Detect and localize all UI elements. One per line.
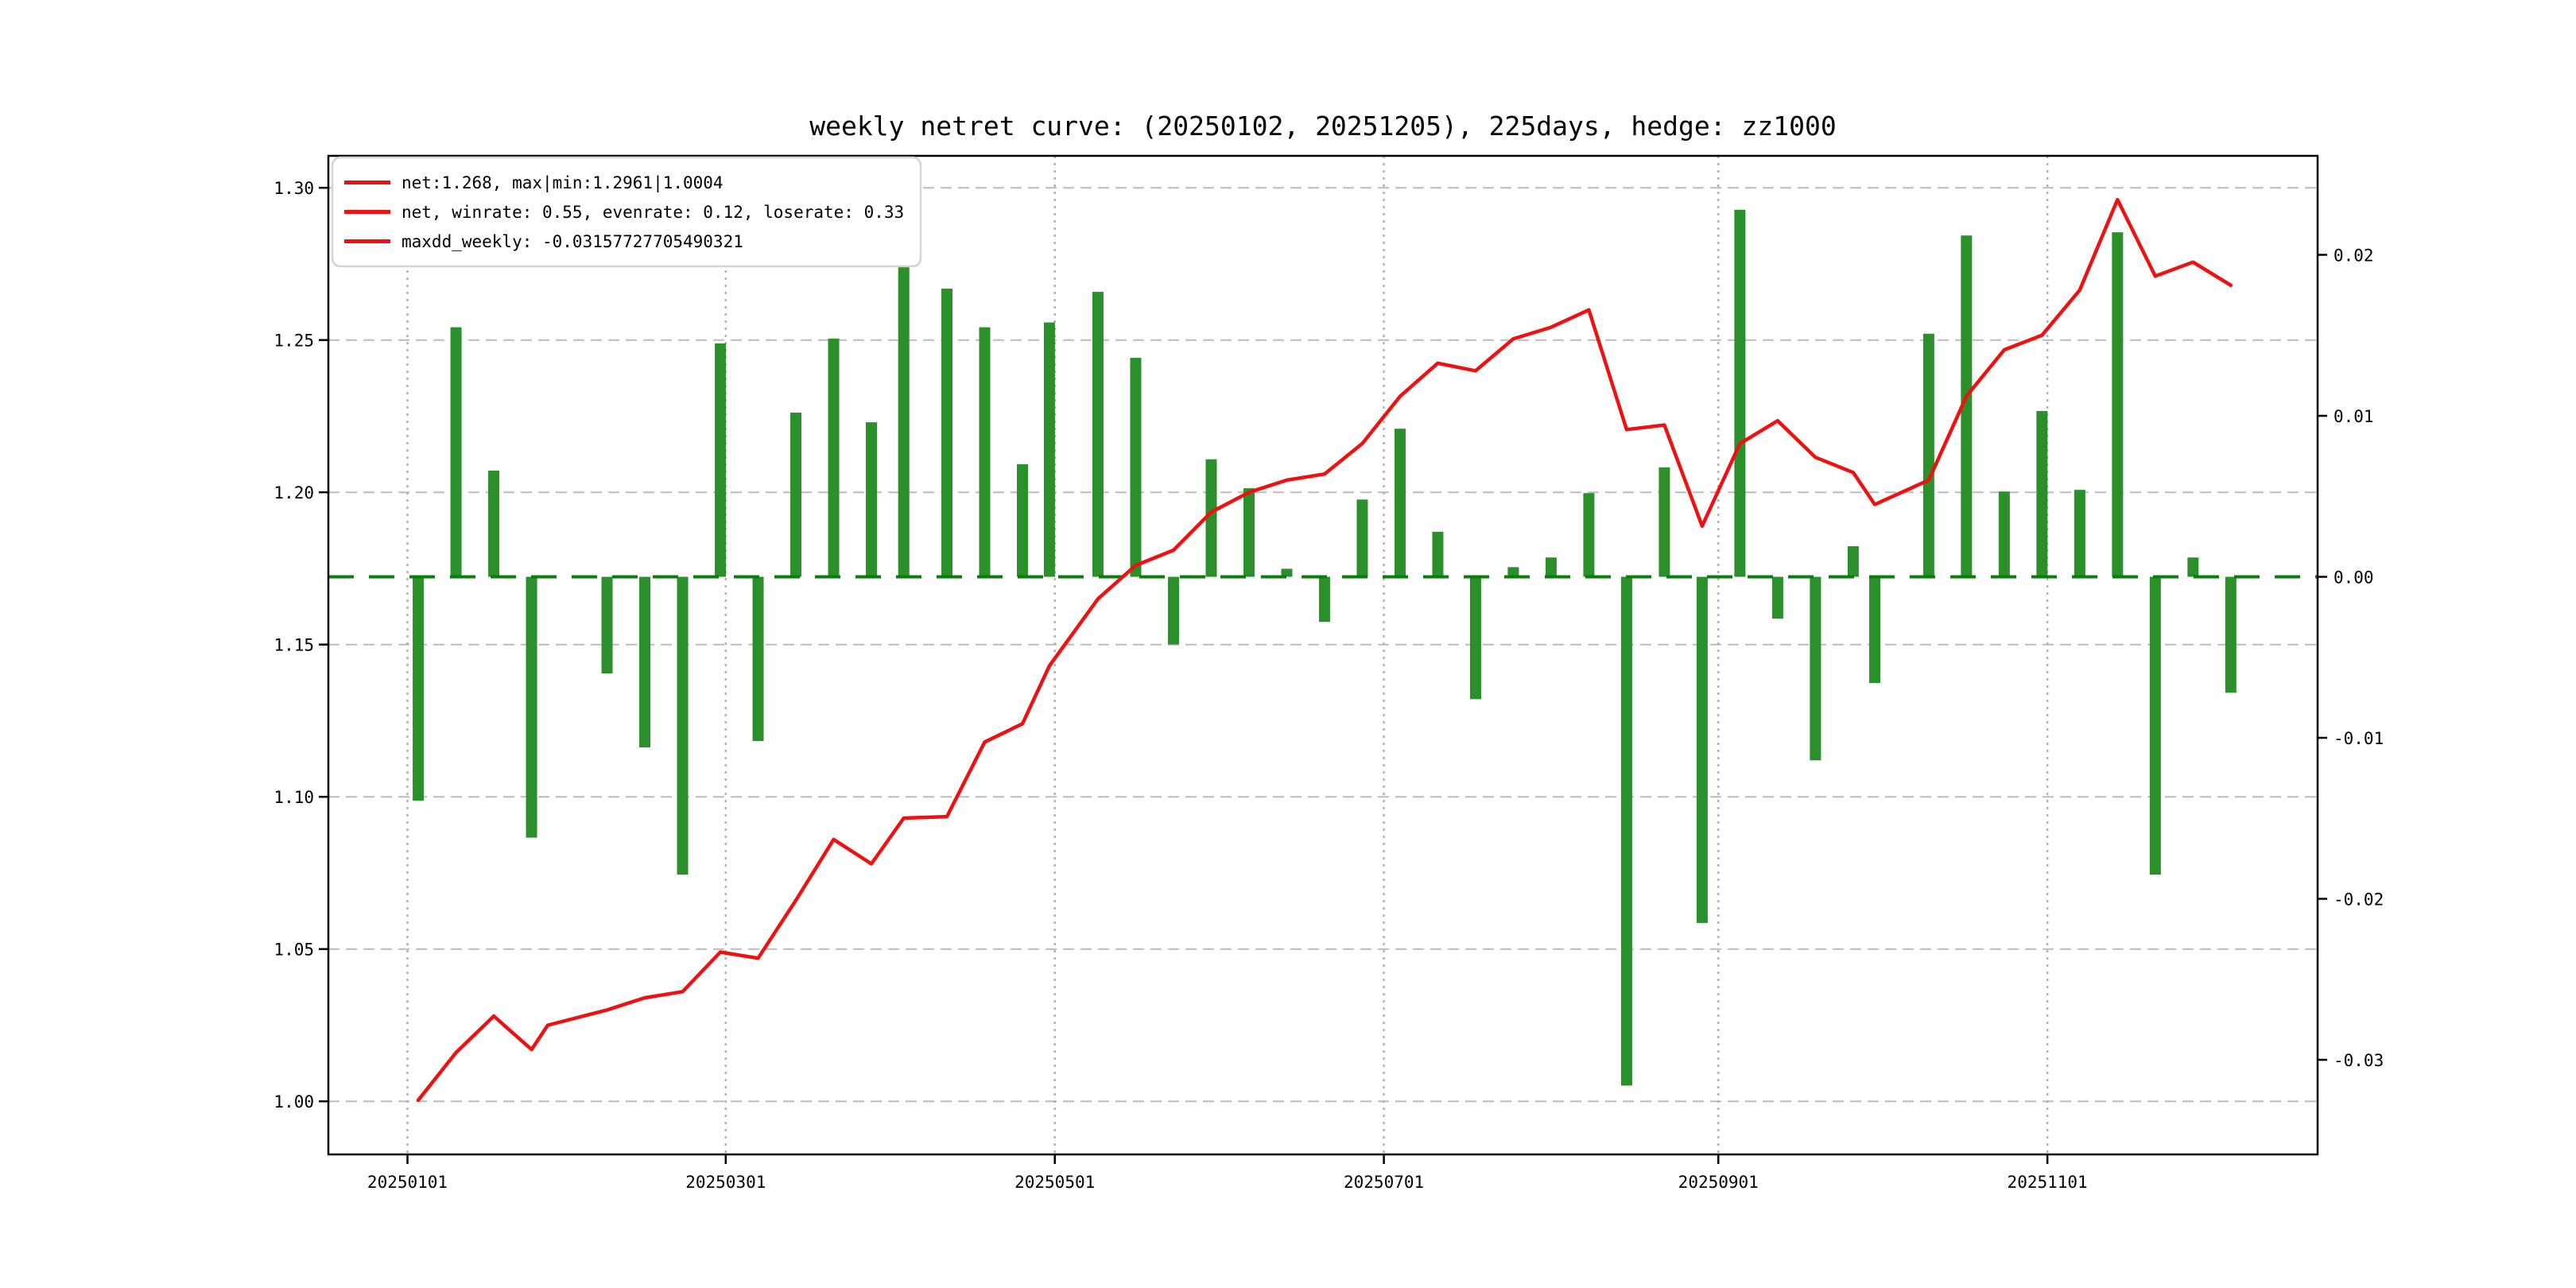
weekly-return-bar [715, 343, 727, 577]
weekly-return-bar [2149, 576, 2161, 875]
net-curve [416, 197, 2233, 1102]
weekly-return-bar [1318, 576, 1330, 623]
x-tick-label: 20250501 [1014, 1173, 1095, 1192]
x-tick-label: 20250901 [1678, 1173, 1759, 1192]
weekly-return-bar [1356, 499, 1368, 577]
legend-label-net: net:1.268, max|min:1.2961|1.0004 [402, 173, 724, 193]
right-tick-label: 0.01 [2334, 407, 2374, 426]
frame-layer [327, 154, 2319, 1156]
weekly-return-bar [1922, 333, 1934, 577]
weekly-return-bar [866, 422, 878, 577]
weekly-return-bar [1243, 488, 1255, 577]
tick-labels-layer: 1.00 1.05 1.10 1.15 1.20 1.25 1.30 0.02 0.01 0.00… [274, 179, 2384, 1192]
weekly-return-bar [1734, 209, 1746, 577]
legend-label-winrate: net, winrate: 0.55, evenrate: 0.12, lose… [402, 203, 904, 222]
left-tick-label: 1.10 [274, 788, 314, 807]
weekly-return-bar [941, 289, 952, 577]
left-tick-label: 1.00 [274, 1092, 314, 1111]
x-tick-label: 20251101 [2008, 1173, 2088, 1192]
bars-layer [413, 209, 2237, 1086]
weekly-return-bar [413, 576, 425, 801]
grid-layer [328, 156, 2318, 1154]
weekly-return-bar [1620, 576, 1632, 1086]
weekly-return-bar [2225, 576, 2237, 693]
x-tick-label: 20250301 [685, 1173, 766, 1192]
legend: net:1.268, max|min:1.2961|1.0004 net, wi… [331, 156, 922, 268]
right-tick-label: 0.00 [2334, 568, 2374, 588]
weekly-return-bar [1281, 568, 1293, 577]
right-tick-label: -0.01 [2334, 729, 2384, 748]
weekly-return-bar [1658, 467, 1670, 577]
chart-title: weekly netret curve: (20250102, 20251205… [809, 111, 1836, 142]
legend-label-maxdd: maxdd_weekly: -0.03157727705490321 [402, 232, 743, 251]
left-tick-label: 1.25 [274, 332, 314, 351]
weekly-return-bar [1469, 576, 1481, 700]
legend-box [331, 156, 922, 268]
weekly-return-bar [1961, 235, 1973, 577]
weekly-return-bar [488, 470, 500, 577]
weekly-return-bar [1847, 546, 1859, 577]
weekly-return-bar [1869, 576, 1881, 684]
weekly-return-bar [1092, 292, 1104, 577]
weekly-return-bar [450, 327, 462, 577]
weekly-return-bar [2074, 490, 2085, 577]
left-tick-label: 1.30 [274, 179, 314, 198]
weekly-return-bar [1130, 358, 1142, 577]
weekly-return-bar [752, 576, 764, 742]
right-tick-label: -0.02 [2334, 890, 2384, 910]
weekly-return-bar [1545, 557, 1557, 577]
weekly-return-bar [677, 576, 689, 875]
right-tick-label: 0.02 [2334, 246, 2374, 266]
weekly-return-bar [1167, 576, 1179, 645]
weekly-return-bar [1998, 491, 2010, 577]
weekly-return-bar [2187, 557, 2199, 577]
weekly-return-bar [2112, 232, 2124, 577]
x-tick-label: 20250701 [1344, 1173, 1424, 1192]
left-tick-label: 1.15 [274, 636, 314, 655]
left-tick-label: 1.05 [274, 941, 314, 960]
weekly-return-bar [1432, 531, 1444, 577]
weekly-return-bar [1043, 322, 1055, 577]
x-tick-label: 20250101 [367, 1173, 448, 1192]
weekly-return-bar [526, 576, 537, 838]
ticks-layer [319, 186, 2327, 1164]
weekly-return-bar [1696, 576, 1708, 923]
plot-frame [327, 154, 2319, 1156]
weekly-return-bar [1016, 464, 1028, 577]
weekly-return-bar [1394, 429, 1406, 577]
weekly-return-bar [1583, 493, 1595, 577]
net-line-layer [416, 197, 2233, 1102]
weekly-return-bar [790, 412, 802, 577]
weekly-return-bar [1507, 567, 1519, 577]
right-tick-label: -0.03 [2334, 1051, 2384, 1070]
weekly-return-bar [601, 576, 613, 673]
weekly-return-bar [979, 327, 991, 577]
weekly-return-bar [1810, 576, 1821, 761]
left-tick-label: 1.20 [274, 483, 314, 502]
weekly-return-bar [2036, 410, 2048, 577]
weekly-return-bar [639, 576, 651, 748]
weekly-return-bar [828, 338, 840, 577]
weekly-return-bar [898, 264, 910, 577]
weekly-return-bar [1205, 459, 1217, 577]
weekly-return-bar [1771, 576, 1783, 619]
